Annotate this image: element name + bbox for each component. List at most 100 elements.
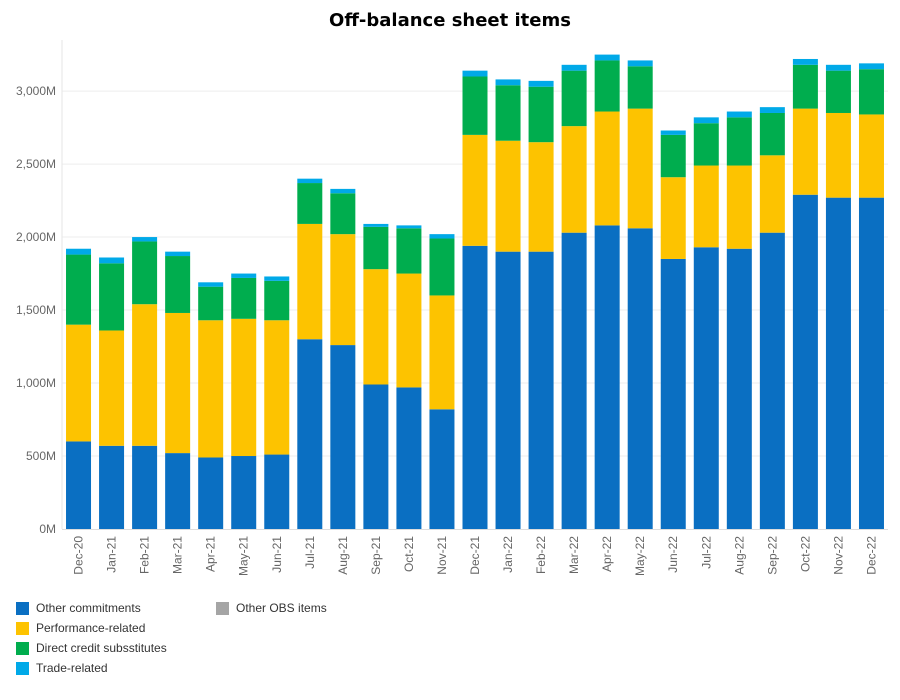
x-tick-label: Jun-21 bbox=[270, 536, 284, 573]
bar-segment bbox=[99, 263, 125, 331]
bar-segment bbox=[528, 86, 554, 143]
x-tick-label: Dec-20 bbox=[72, 536, 86, 575]
bar-segment bbox=[297, 339, 323, 529]
bar-segment bbox=[528, 251, 554, 529]
legend-label: Other OBS items bbox=[236, 601, 327, 615]
bar-segment bbox=[66, 254, 92, 325]
bar-segment bbox=[462, 76, 488, 135]
bar-segment bbox=[792, 64, 818, 109]
bar-segment bbox=[132, 237, 158, 242]
y-tick-label: 2,000M bbox=[16, 230, 56, 244]
legend-swatch bbox=[16, 641, 29, 655]
bar-segment bbox=[693, 117, 719, 124]
legend-item-performance-related[interactable]: Performance-related bbox=[16, 618, 167, 638]
bar-segment bbox=[462, 70, 488, 77]
legend-swatch bbox=[16, 661, 29, 675]
bar-segment bbox=[693, 247, 719, 529]
bar-segment bbox=[99, 330, 125, 446]
x-tick-label: Nov-21 bbox=[435, 536, 449, 575]
x-tick-label: Feb-21 bbox=[138, 536, 152, 574]
x-tick-label: Oct-21 bbox=[402, 536, 416, 572]
x-tick-label: Sep-21 bbox=[369, 536, 383, 575]
bar-segment bbox=[825, 64, 851, 71]
legend-swatch bbox=[16, 601, 29, 615]
x-tick-label: Apr-21 bbox=[204, 536, 218, 572]
bar-segment bbox=[462, 245, 488, 529]
bar-segment bbox=[594, 54, 620, 61]
bar-segment bbox=[561, 64, 587, 71]
bar-segment bbox=[264, 280, 290, 321]
bar-segment bbox=[297, 178, 323, 184]
bar-segment bbox=[594, 225, 620, 530]
bar-segment bbox=[165, 251, 191, 257]
legend-column-1: Other commitments Performance-related Di… bbox=[16, 598, 167, 678]
y-tick-label: 500M bbox=[26, 449, 56, 463]
bar-segment bbox=[528, 80, 554, 87]
x-tick-label: Jan-22 bbox=[501, 536, 515, 573]
bar-segment bbox=[66, 441, 92, 529]
y-tick-label: 0M bbox=[39, 522, 56, 536]
bar-segment bbox=[330, 345, 356, 529]
legend-item-trade-related[interactable]: Trade-related bbox=[16, 658, 167, 678]
x-tick-label: May-21 bbox=[237, 536, 251, 576]
bar-segment bbox=[396, 225, 422, 229]
x-tick-label: May-22 bbox=[633, 536, 647, 576]
bar-segment bbox=[660, 258, 686, 529]
bar-segment bbox=[660, 177, 686, 259]
legend-item-other-obs[interactable]: Other OBS items bbox=[216, 598, 327, 618]
bar-segment bbox=[66, 324, 92, 442]
x-tick-label: Aug-22 bbox=[732, 536, 746, 575]
legend-swatch bbox=[216, 601, 229, 615]
legend-item-other-commitments[interactable]: Other commitments bbox=[16, 598, 167, 618]
bar-segment bbox=[660, 134, 686, 178]
bar-segment bbox=[825, 197, 851, 529]
bar-segment bbox=[825, 70, 851, 113]
bar-segment bbox=[165, 256, 191, 313]
bar-segment bbox=[132, 241, 158, 305]
bar-segment bbox=[264, 276, 290, 281]
bar-segment bbox=[759, 232, 785, 529]
bar-segment bbox=[792, 108, 818, 195]
bar-segment bbox=[198, 282, 224, 287]
legend-item-direct-credit[interactable]: Direct credit subsstitutes bbox=[16, 638, 167, 658]
x-tick-label: Mar-22 bbox=[567, 536, 581, 574]
bar-segment bbox=[726, 117, 752, 166]
bar-segment bbox=[825, 112, 851, 198]
y-tick-label: 2,500M bbox=[16, 157, 56, 171]
bar-segment bbox=[330, 193, 356, 235]
bar-segment bbox=[792, 58, 818, 65]
bar-segment bbox=[99, 445, 125, 529]
x-tick-label: Jan-21 bbox=[105, 536, 119, 573]
bar-segment bbox=[693, 165, 719, 248]
x-tick-label: Jul-22 bbox=[699, 536, 713, 569]
bar-segment bbox=[198, 457, 224, 529]
bar-segment bbox=[429, 238, 455, 296]
bar-segment bbox=[231, 456, 257, 529]
legend-column-2: Other OBS items bbox=[216, 598, 327, 618]
x-tick-label: Feb-22 bbox=[534, 536, 548, 574]
bar-segment bbox=[231, 273, 257, 278]
bar-segment bbox=[231, 277, 257, 319]
bar-segment bbox=[561, 232, 587, 529]
bar-segment bbox=[759, 107, 785, 113]
x-tick-label: Apr-22 bbox=[600, 536, 614, 572]
bar-segment bbox=[429, 234, 455, 239]
bar-segment bbox=[561, 126, 587, 233]
bar-segment bbox=[858, 69, 884, 115]
bar-segment bbox=[363, 226, 389, 270]
bar-segment bbox=[462, 134, 488, 246]
x-tick-label: Dec-21 bbox=[468, 536, 482, 575]
bar-segment bbox=[627, 108, 653, 229]
bar-segment bbox=[330, 234, 356, 346]
bar-segment bbox=[264, 454, 290, 529]
bar-segment bbox=[198, 320, 224, 458]
x-tick-label: Oct-22 bbox=[798, 536, 812, 572]
x-tick-label: Aug-21 bbox=[336, 536, 350, 575]
bar-segment bbox=[858, 197, 884, 529]
bar-segment bbox=[627, 60, 653, 67]
x-tick-label: Sep-22 bbox=[765, 536, 779, 575]
bar-segment bbox=[759, 155, 785, 233]
bar-segment bbox=[363, 269, 389, 385]
bar-segment bbox=[396, 228, 422, 274]
